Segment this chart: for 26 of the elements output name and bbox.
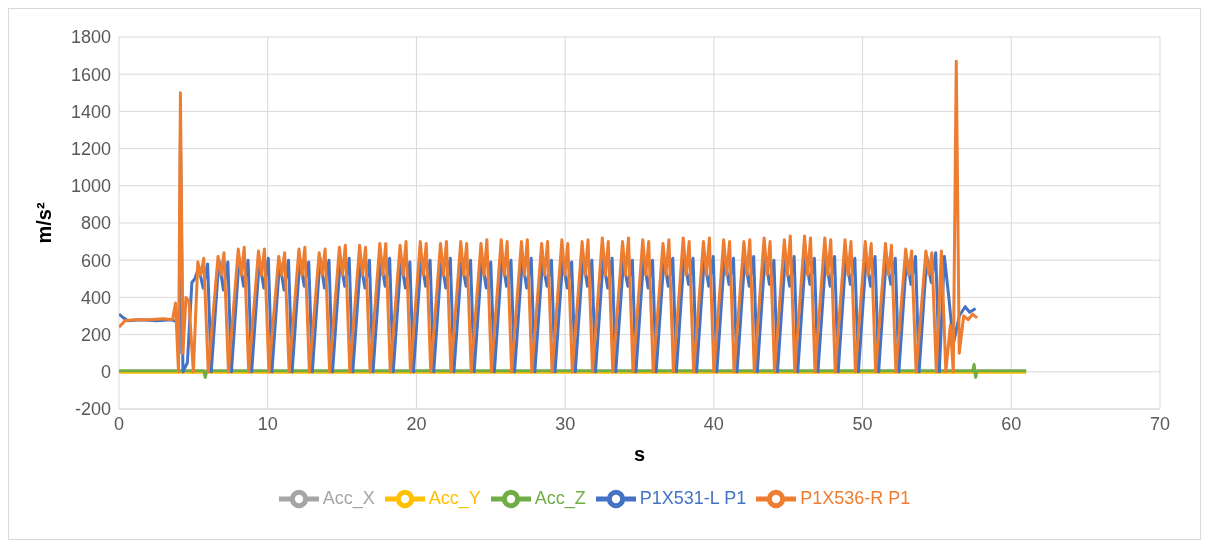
legend-label: Acc_Z bbox=[534, 487, 586, 508]
y-tick-label: 1000 bbox=[70, 176, 111, 197]
x-tick-label: 70 bbox=[1149, 413, 1171, 434]
x-tick-label: 50 bbox=[852, 413, 873, 434]
x-tick-label: 10 bbox=[257, 413, 278, 434]
legend-label: P1X536-R P1 bbox=[800, 487, 911, 508]
x-tick-label: 40 bbox=[703, 413, 724, 434]
y-tick-label: 600 bbox=[80, 250, 111, 271]
y-tick-label: -200 bbox=[74, 399, 111, 420]
x-tick-label: 30 bbox=[555, 413, 576, 434]
legend-label: Acc_X bbox=[322, 487, 375, 508]
legend-label: P1X531-L P1 bbox=[639, 487, 747, 508]
y-tick-label: 800 bbox=[80, 213, 111, 234]
y-tick-label: 1600 bbox=[70, 64, 111, 85]
x-axis-title: s bbox=[633, 443, 646, 465]
y-tick-label: 0 bbox=[100, 362, 111, 383]
legend-label: Acc_Y bbox=[428, 487, 481, 508]
y-tick-label: 1200 bbox=[70, 138, 111, 159]
y-tick-label: 400 bbox=[80, 287, 111, 308]
x-tick-label: 60 bbox=[1001, 413, 1022, 434]
x-tick-label: 0 bbox=[113, 413, 125, 434]
y-tick-label: 1400 bbox=[70, 101, 111, 122]
y-tick-label: 1800 bbox=[70, 27, 111, 48]
y-tick-label: 200 bbox=[80, 324, 111, 345]
y-axis-title: m/s² bbox=[33, 202, 56, 244]
x-tick-label: 20 bbox=[406, 413, 427, 434]
